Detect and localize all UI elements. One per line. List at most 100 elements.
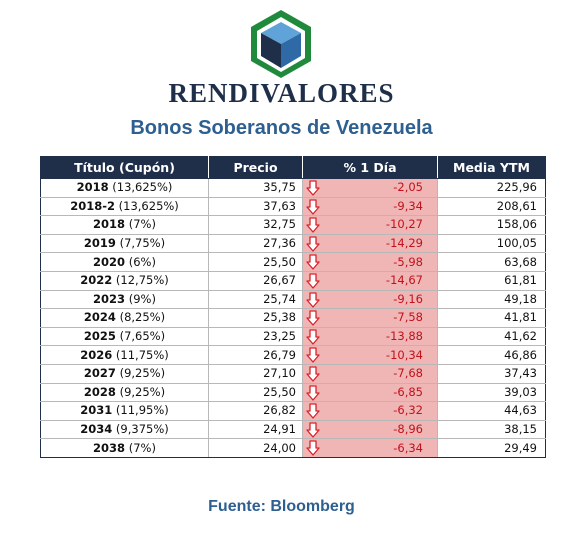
price-cell: 25,50: [208, 382, 303, 403]
change-value: -8,96: [393, 422, 423, 437]
change-value: -6,34: [393, 440, 423, 455]
cube-logo-icon: [251, 10, 311, 78]
price-cell: 25,74: [208, 289, 303, 310]
change-cell: -13,88: [302, 326, 438, 347]
down-arrow-icon: [306, 273, 320, 289]
bond-coupon: (7%): [128, 440, 156, 455]
price-cell: 27,10: [208, 363, 303, 384]
ytm-cell: 39,03: [437, 382, 546, 403]
table-row: 2022 (12,75%) 26,67 -14,67 61,81: [40, 270, 546, 291]
ytm-cell: 41,81: [437, 308, 546, 328]
bond-coupon: (7,75%): [119, 236, 166, 251]
bond-year: 2038: [93, 440, 126, 455]
price-cell: 24,91: [208, 419, 303, 440]
table-row: 2034 (9,375%) 24,91 -8,96 38,15: [40, 419, 546, 440]
bond-title-cell: 2034 (9,375%): [40, 419, 209, 440]
header-ytm: Media YTM: [437, 156, 546, 179]
table-row: 2020 (6%) 25,50 -5,98 63,68: [40, 252, 546, 272]
ytm-cell: 49,18: [437, 289, 546, 310]
table-row: 2025 (7,65%) 23,25 -13,88 41,62: [40, 326, 546, 347]
bond-coupon: (6%): [128, 254, 156, 269]
change-value: -6,85: [393, 384, 423, 399]
bond-title-cell: 2031 (11,95%): [40, 401, 209, 421]
bond-coupon: (9,375%): [115, 422, 169, 437]
table-row: 2018 (13,625%) 35,75 -2,05 225,96: [40, 178, 546, 198]
logo: [245, 8, 317, 80]
change-cell: -9,34: [302, 196, 438, 217]
bond-year: 2020: [93, 254, 126, 269]
down-arrow-icon: [306, 198, 320, 215]
change-value: -14,29: [385, 236, 423, 251]
bond-year: 2018: [76, 180, 109, 195]
source-note: Fuente: Bloomberg: [208, 498, 355, 515]
table-row: 2024 (8,25%) 25,38 -7,58 41,81: [40, 308, 546, 328]
bond-coupon: (7,65%): [119, 329, 166, 344]
down-arrow-icon: [306, 217, 320, 233]
table-row: 2026 (11,75%) 26,79 -10,34 46,86: [40, 345, 546, 365]
ytm-cell: 225,96: [437, 178, 546, 198]
ytm-cell: 46,86: [437, 345, 546, 365]
down-arrow-icon: [306, 347, 320, 363]
bond-title-cell: 2027 (9,25%): [40, 363, 209, 384]
table-row: 2038 (7%) 24,00 -6,34 29,49: [40, 438, 546, 458]
down-arrow-icon: [306, 403, 320, 419]
ytm-cell: 37,43: [437, 363, 546, 384]
down-arrow-icon: [306, 329, 320, 345]
bond-title-cell: 2018 (13,625%): [40, 178, 209, 198]
change-cell: -9,16: [302, 289, 438, 310]
price-cell: 26,79: [208, 345, 303, 365]
bond-coupon: (12,75%): [115, 273, 169, 288]
price-cell: 25,50: [208, 252, 303, 272]
ytm-cell: 61,81: [437, 270, 546, 291]
bond-year: 2018-2: [70, 198, 115, 213]
bond-year: 2019: [83, 236, 116, 251]
bond-coupon: (13,625%): [118, 198, 179, 213]
bond-coupon: (9%): [128, 291, 156, 306]
table-row: 2018 (7%) 32,75 -10,27 158,06: [40, 215, 546, 235]
header-price: Precio: [208, 156, 303, 179]
ytm-cell: 44,63: [437, 401, 546, 421]
page-title: Bonos Soberanos de Venezuela: [130, 117, 433, 139]
table-row: 2018-2 (13,625%) 37,63 -9,34 208,61: [40, 196, 546, 217]
bond-title-cell: 2020 (6%): [40, 252, 209, 272]
bond-title-cell: 2024 (8,25%): [40, 308, 209, 328]
down-arrow-icon: [306, 180, 320, 196]
ytm-cell: 208,61: [437, 196, 546, 217]
bonds-table: Título (Cupón) Precio % 1 Día Media YTM …: [40, 156, 546, 458]
ytm-cell: 100,05: [437, 233, 546, 254]
down-arrow-icon: [306, 291, 320, 308]
bond-coupon: (9,25%): [119, 384, 166, 399]
table-row: 2019 (7,75%) 27,36 -14,29 100,05: [40, 233, 546, 254]
change-cell: -10,34: [302, 345, 438, 365]
bond-coupon: (13,625%): [112, 180, 173, 195]
bond-title-cell: 2028 (9,25%): [40, 382, 209, 403]
header-change: % 1 Día: [302, 156, 438, 179]
change-value: -10,34: [385, 347, 423, 362]
change-value: -5,98: [393, 254, 423, 269]
change-cell: -14,29: [302, 233, 438, 254]
table-header-row: Título (Cupón) Precio % 1 Día Media YTM: [40, 156, 546, 179]
table-row: 2023 (9%) 25,74 -9,16 49,18: [40, 289, 546, 310]
bond-title-cell: 2019 (7,75%): [40, 233, 209, 254]
price-cell: 32,75: [208, 215, 303, 235]
bond-coupon: (8,25%): [119, 310, 166, 325]
ytm-cell: 29,49: [437, 438, 546, 458]
bond-year: 2025: [83, 329, 116, 344]
change-value: -9,34: [393, 198, 423, 213]
table-row: 2028 (9,25%) 25,50 -6,85 39,03: [40, 382, 546, 403]
bond-year: 2024: [83, 310, 116, 325]
change-value: -2,05: [393, 180, 423, 195]
down-arrow-icon: [306, 440, 320, 456]
bond-year: 2022: [80, 273, 113, 288]
bond-title-cell: 2026 (11,75%): [40, 345, 209, 365]
down-arrow-icon: [306, 254, 320, 271]
change-cell: -6,85: [302, 382, 438, 403]
change-cell: -7,58: [302, 308, 438, 328]
bond-year: 2023: [93, 291, 126, 306]
price-cell: 37,63: [208, 196, 303, 217]
price-cell: 25,38: [208, 308, 303, 328]
ytm-cell: 41,62: [437, 326, 546, 347]
bond-year: 2028: [83, 384, 116, 399]
bond-title-cell: 2038 (7%): [40, 438, 209, 458]
change-value: -13,88: [385, 329, 423, 344]
